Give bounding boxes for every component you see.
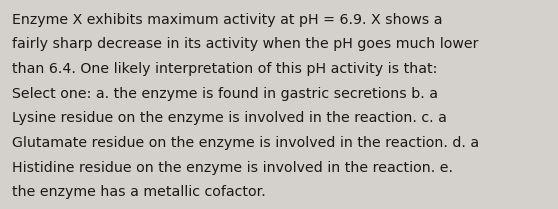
Text: Lysine residue on the enzyme is involved in the reaction. c. a: Lysine residue on the enzyme is involved…	[12, 111, 447, 125]
Text: Select one: a. the enzyme is found in gastric secretions b. a: Select one: a. the enzyme is found in ga…	[12, 87, 438, 101]
Text: than 6.4. One likely interpretation of this pH activity is that:: than 6.4. One likely interpretation of t…	[12, 62, 437, 76]
Text: fairly sharp decrease in its activity when the pH goes much lower: fairly sharp decrease in its activity wh…	[12, 37, 479, 51]
Text: Histidine residue on the enzyme is involved in the reaction. e.: Histidine residue on the enzyme is invol…	[12, 161, 453, 175]
Text: the enzyme has a metallic cofactor.: the enzyme has a metallic cofactor.	[12, 185, 266, 199]
Text: Enzyme X exhibits maximum activity at pH = 6.9. X shows a: Enzyme X exhibits maximum activity at pH…	[12, 13, 443, 27]
Text: Glutamate residue on the enzyme is involved in the reaction. d. a: Glutamate residue on the enzyme is invol…	[12, 136, 479, 150]
